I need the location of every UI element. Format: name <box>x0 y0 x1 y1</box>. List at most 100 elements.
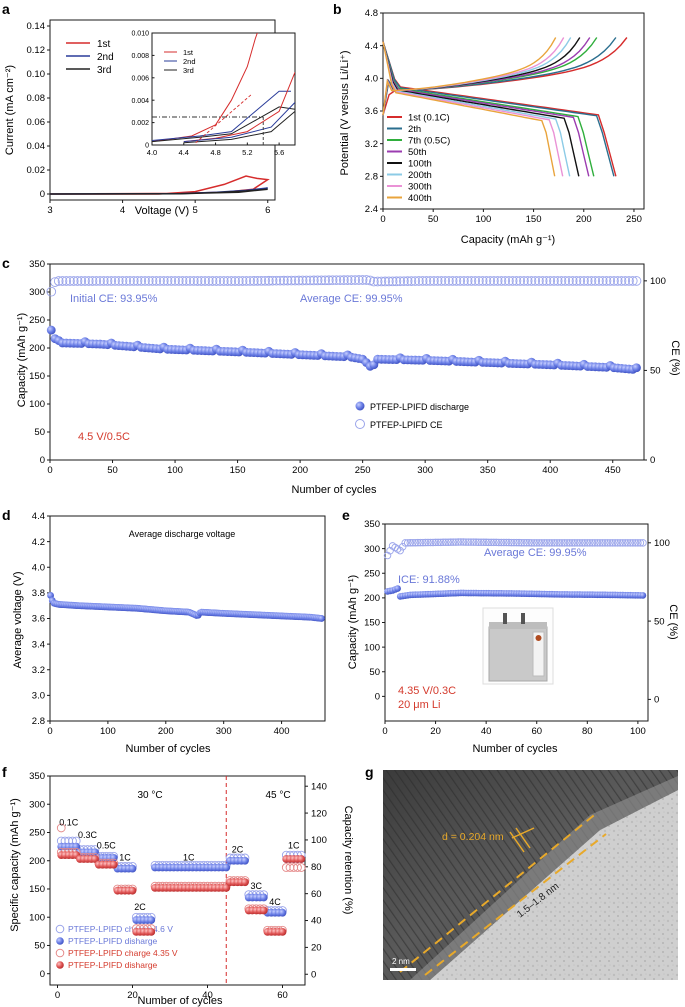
d-ytick-label-8: 4.4 <box>32 511 45 522</box>
a-ylabel: Current (mA cm⁻²) <box>4 65 16 155</box>
c-ce-point-298 <box>417 276 428 286</box>
c-legend-ce-label: PTFEP-LPIFD CE <box>370 420 443 430</box>
c-ce-point-85 <box>151 276 162 286</box>
e-ce-point-8 <box>401 539 409 547</box>
e-ce-point-37 <box>474 538 483 546</box>
e-ce-point-57 <box>525 539 533 547</box>
c-ce-point-355 <box>489 276 499 286</box>
c-ce-point-139 <box>218 276 229 286</box>
f-rate-label-9: 1C <box>288 840 300 850</box>
c-ce-point-100 <box>170 276 180 286</box>
e-ce-point-21 <box>434 538 442 547</box>
e-ce-point-59 <box>530 539 538 547</box>
e-ce-point-52 <box>512 538 521 547</box>
c-ce-point-76 <box>140 276 150 286</box>
b-xtick-label-3: 150 <box>526 214 542 225</box>
e-ce-point-87 <box>601 539 609 547</box>
e-ce-point-100 <box>634 539 642 547</box>
a-inset-legend-label-1: 2nd <box>183 57 196 66</box>
f-y2tick-label-1: 20 <box>311 943 322 954</box>
b-charge-curve-7 <box>382 37 557 116</box>
e-ce-point-15 <box>419 538 427 547</box>
c-ce-point-166 <box>252 276 263 286</box>
e-ce-point-56 <box>522 539 531 547</box>
e-ylabel: Capacity (mAh g⁻¹) <box>347 575 359 669</box>
e-ce-point-61 <box>535 539 544 547</box>
c-ce-point-124 <box>200 276 210 286</box>
e-ce-point-40 <box>482 538 490 547</box>
f-rate-label-6: 2C <box>232 844 244 854</box>
c-ce-point-391 <box>534 276 544 286</box>
f-series3-point-7-55 <box>259 906 268 915</box>
c-ce-point-442 <box>597 276 608 286</box>
b-ytick-label-1: 2.8 <box>365 172 378 183</box>
c-ce-point-400 <box>545 276 556 286</box>
e-ce-point-66 <box>548 539 556 547</box>
e-ce-point-18 <box>426 538 435 547</box>
c-ce-point-379 <box>519 276 529 286</box>
c-ce-point-79 <box>143 276 154 286</box>
a-xtick-label-1: 4 <box>120 205 125 216</box>
c-ce-point-352 <box>485 276 496 286</box>
e-ce-point-47 <box>500 538 508 547</box>
b-discharge-curve-7 <box>382 41 556 177</box>
c-ce-point-91 <box>158 276 169 286</box>
c-ce-point-55 <box>113 276 124 286</box>
e-ce-point-94 <box>618 539 627 547</box>
c-ce-point-250 <box>357 275 368 285</box>
e-ce-point-69 <box>555 539 564 547</box>
a-inset-ytick-label-3: 0.006 <box>131 75 149 82</box>
c-ce-point-427 <box>579 276 589 286</box>
b-legend-label-2: 7th (0.5C) <box>408 136 450 147</box>
pouch-logo-seal <box>535 635 542 641</box>
b-xtick-label-1: 50 <box>428 214 439 225</box>
c-ce-point-130 <box>207 276 218 286</box>
f-y2tick-label-7: 140 <box>311 781 327 792</box>
e-ce-point-72 <box>563 539 571 547</box>
c-ce-point-346 <box>477 276 488 286</box>
a-inset-xtick-label-1: 4.4 <box>179 148 189 157</box>
e-ce-point-67 <box>550 539 559 547</box>
a-xlabel: Voltage (V) <box>135 205 189 217</box>
c-ce-point-454 <box>612 276 623 286</box>
c-ce-point-106 <box>177 276 188 286</box>
b-xtick-label-2: 100 <box>475 214 491 225</box>
e-y2tick-label-2: 100 <box>654 538 670 549</box>
b-ytick-label-3: 3.6 <box>365 106 378 117</box>
e-ce-point-35 <box>469 538 478 546</box>
b-xtick-label-5: 250 <box>626 214 642 225</box>
c-ce-point-181 <box>271 275 282 286</box>
e-ce-point-98 <box>629 539 637 547</box>
c-ce-point-412 <box>560 276 571 286</box>
c-ce-point-151 <box>233 276 244 286</box>
c-ce-point-295 <box>414 276 424 286</box>
c-ce-point-223 <box>324 275 334 286</box>
a-inset-xtick-label-3: 5.2 <box>242 148 252 157</box>
c-ce-point-232 <box>335 275 345 286</box>
f-ylabel: Specific capacity (mAh g⁻¹) <box>9 798 21 932</box>
c-ce-point-127 <box>203 276 214 286</box>
c-ce-point-463 <box>624 276 634 286</box>
e-ce-point-26 <box>447 538 455 546</box>
b-ytick-label-2: 3.2 <box>365 139 378 150</box>
b-legend-label-7: 400th <box>408 193 432 204</box>
e-ce-point-62 <box>538 539 546 547</box>
c-ce-point-241 <box>346 275 357 285</box>
f-series3-point-9-65 <box>297 855 306 863</box>
d-xtick-label-1: 100 <box>100 726 116 737</box>
c-ce-point-277 <box>391 276 402 287</box>
c-ce-point-439 <box>594 276 604 286</box>
c-ce-point-385 <box>526 276 537 286</box>
f-ytick-label-0: 0 <box>40 969 45 980</box>
f-ylabel2: Capacity retention (%) <box>342 806 354 915</box>
e-ce-point-33 <box>464 538 473 546</box>
c-ce-point-40 <box>95 276 105 286</box>
e-y2tick-label-0: 0 <box>654 695 659 706</box>
e-average-ce: Average CE: 99.95% <box>484 547 587 559</box>
b-ytick-label-4: 4.0 <box>365 74 378 85</box>
d-ytick-label-3: 3.4 <box>32 639 45 650</box>
e-ce-point-45 <box>495 538 503 547</box>
f-series3-point-4-25 <box>147 928 156 936</box>
e-y2tick-label-1: 50 <box>654 616 665 627</box>
f-legend-m4 <box>56 961 64 969</box>
